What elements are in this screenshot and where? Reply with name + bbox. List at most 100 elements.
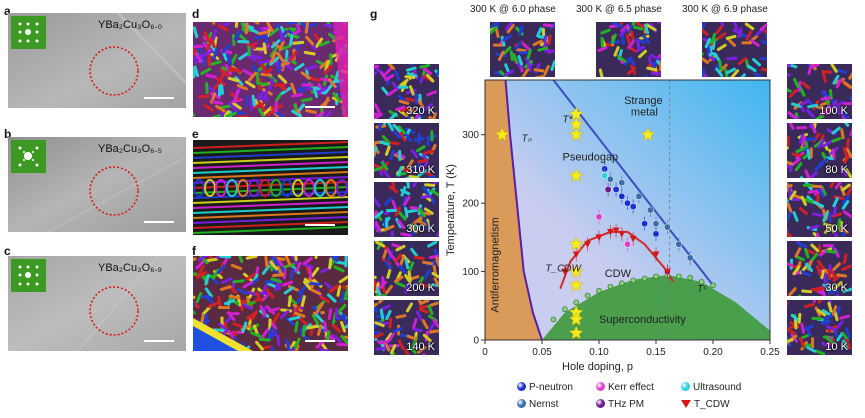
texture-stroke <box>427 323 435 334</box>
texture-stroke <box>534 74 546 77</box>
texture-stroke <box>316 86 328 94</box>
texture-stroke <box>310 288 322 296</box>
y-axis-label: Temperature, T (K) <box>445 164 457 256</box>
diffraction-inset-b <box>11 140 46 173</box>
texture-stroke <box>807 103 819 109</box>
legend-label: T_CDW <box>694 399 730 410</box>
stripe-stroke <box>193 216 348 224</box>
texture-stroke <box>408 345 417 354</box>
texture-stroke <box>759 22 767 31</box>
texture-stroke <box>380 304 391 311</box>
texture-stroke <box>195 292 203 304</box>
texture-stroke <box>299 283 308 295</box>
texture-stroke <box>627 57 637 67</box>
texture-stroke <box>220 112 225 117</box>
texture-stroke <box>274 91 283 103</box>
texture-stroke <box>374 64 380 69</box>
texture-stroke <box>806 346 817 353</box>
texture-stroke <box>737 57 747 66</box>
texture-stroke <box>195 260 205 270</box>
texture-stroke <box>794 254 805 262</box>
texture-stroke <box>414 93 419 105</box>
texture-stroke <box>831 270 837 281</box>
texture-stroke <box>309 76 321 82</box>
texture-stroke <box>392 326 403 334</box>
texture-stroke <box>597 46 608 53</box>
texture-stroke <box>788 123 795 130</box>
texture-stroke <box>227 68 240 72</box>
texture-stroke <box>407 270 412 282</box>
tc-data-point <box>562 306 568 313</box>
texture-stroke <box>244 22 249 35</box>
texture-stroke <box>791 157 801 166</box>
tc-data-point <box>687 274 693 281</box>
top-thumbnail <box>596 22 661 77</box>
texture-stroke <box>532 39 543 47</box>
texture-stroke <box>294 261 302 273</box>
texture-stroke <box>258 337 271 342</box>
texture-stroke <box>808 224 820 231</box>
texture-stroke <box>197 256 209 262</box>
texture-stroke <box>740 73 746 77</box>
texture-stroke <box>613 46 620 57</box>
tc-data-point <box>596 287 602 294</box>
texture-stroke <box>219 256 232 259</box>
texture-stroke <box>547 34 552 46</box>
texture-stroke <box>825 324 837 332</box>
texture-stroke <box>763 28 767 36</box>
texture-stroke <box>276 82 287 91</box>
texture-stroke <box>715 67 724 77</box>
texture-stroke <box>821 309 832 317</box>
texture-stroke <box>242 68 254 77</box>
texture-stroke <box>276 51 285 63</box>
texture-stroke <box>294 256 298 262</box>
texture-stroke <box>642 34 651 45</box>
texture-stroke <box>211 28 218 41</box>
texture-stroke <box>260 72 273 77</box>
texture-stroke <box>404 282 410 294</box>
texture-stroke <box>725 67 736 75</box>
texture-stroke <box>810 243 820 253</box>
tcdw-data-point <box>561 268 569 276</box>
texture-stroke <box>344 324 348 329</box>
texture-stroke <box>265 288 275 299</box>
texture-stroke <box>391 81 400 92</box>
series-data-point <box>624 240 631 248</box>
texture-stroke <box>207 301 219 308</box>
top-thumbnail-caption: 300 K @ 6.9 phase <box>682 4 768 15</box>
tc-data-point <box>653 273 659 280</box>
texture-stroke <box>210 60 222 66</box>
stripe-stroke <box>193 226 348 234</box>
texture-stroke <box>810 252 819 262</box>
texture-stroke <box>378 300 384 304</box>
left-thumbnail: 320 K <box>374 64 439 119</box>
texture-stroke <box>329 256 339 263</box>
x-tick-label: 0.05 <box>532 347 552 358</box>
texture-stroke <box>385 284 393 295</box>
texture-stroke <box>724 68 729 77</box>
texture-stroke <box>294 320 299 333</box>
texture-stroke <box>374 332 384 339</box>
texture-stroke <box>225 111 237 117</box>
texture-stroke <box>825 104 831 116</box>
texture-stroke <box>841 339 850 349</box>
texture-stroke <box>279 309 290 319</box>
texture-stroke <box>404 132 413 142</box>
texture-stroke <box>400 232 412 237</box>
texture-stroke <box>617 54 627 63</box>
texture-stroke <box>841 183 851 192</box>
texture-stroke <box>830 64 838 73</box>
texture-stroke <box>205 73 218 79</box>
texture-stroke <box>328 284 340 294</box>
texture-stroke <box>787 328 797 335</box>
texture-stroke <box>490 26 498 35</box>
measurement-star <box>568 263 584 278</box>
texture-stroke <box>251 94 256 107</box>
texture-stroke <box>409 205 421 211</box>
texture-stroke <box>849 128 852 137</box>
texture-stroke <box>814 286 826 292</box>
texture-stroke <box>387 123 395 132</box>
texture-stroke <box>197 264 205 276</box>
texture-stroke <box>269 260 279 271</box>
texture-stroke <box>843 153 851 164</box>
